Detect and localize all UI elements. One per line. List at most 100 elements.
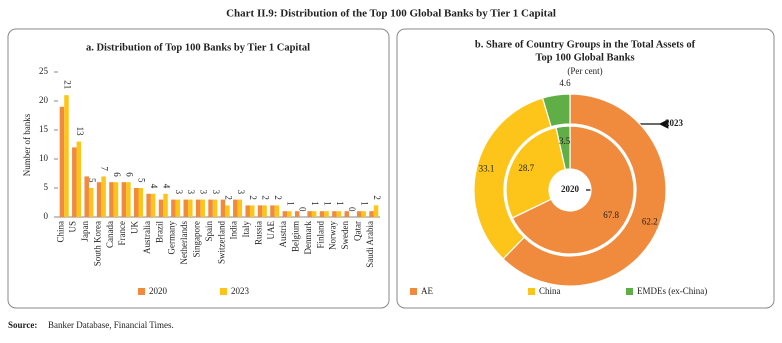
x-tick-label: Japan xyxy=(80,221,90,242)
bar xyxy=(369,211,374,217)
bar xyxy=(295,211,300,217)
bar xyxy=(233,199,238,217)
data-label: 28.7 xyxy=(518,163,534,173)
legend-label: 2023 xyxy=(231,286,250,296)
bar xyxy=(319,211,325,217)
bar xyxy=(59,106,65,217)
data-label: 4 xyxy=(149,184,159,189)
data-label: 3 xyxy=(186,190,196,195)
x-tick-label: Germany xyxy=(167,221,177,255)
data-label: 6 xyxy=(112,172,122,177)
data-label: 1 xyxy=(360,201,370,206)
panel-title: Top 100 Global Banks xyxy=(535,52,634,63)
bar xyxy=(245,205,250,217)
x-tick-label: Italy xyxy=(241,221,251,238)
data-label: 1 xyxy=(335,201,345,206)
bar xyxy=(113,182,119,217)
bar xyxy=(64,95,69,217)
y-tick-label: 15 xyxy=(39,124,49,134)
x-tick-label: France xyxy=(117,221,127,246)
bar xyxy=(150,193,156,217)
data-label: 3.5 xyxy=(559,136,571,146)
x-tick-label: Saudi Arabia xyxy=(365,221,375,268)
bar xyxy=(344,211,350,217)
x-tick-label: Belgium xyxy=(291,221,301,252)
bar xyxy=(212,199,218,217)
x-tick-label: Switzerland xyxy=(216,221,226,264)
bar xyxy=(188,199,193,217)
data-label: 62.2 xyxy=(642,216,658,226)
x-tick-label: Canada xyxy=(105,221,115,248)
data-label: 5 xyxy=(137,178,147,183)
data-label: 0 xyxy=(347,207,357,212)
bar xyxy=(96,182,102,217)
bar xyxy=(101,176,106,217)
bar xyxy=(361,211,366,217)
bar xyxy=(262,205,267,217)
x-tick-label: China xyxy=(55,221,65,243)
x-tick-label: Russia xyxy=(253,221,263,245)
bar xyxy=(373,205,379,217)
x-tick-label: UK xyxy=(130,221,140,234)
bar xyxy=(208,199,213,217)
data-label: 33.1 xyxy=(479,164,495,174)
bar xyxy=(121,182,127,217)
bar xyxy=(158,199,164,217)
donut-segment xyxy=(511,125,635,255)
bar xyxy=(332,211,337,217)
donut-segment xyxy=(502,93,667,287)
data-label: 5 xyxy=(87,178,97,183)
y-tick-label: 10 xyxy=(39,153,49,163)
bar xyxy=(76,141,82,217)
data-label: 13 xyxy=(75,127,85,137)
bar xyxy=(88,188,94,217)
donut-segment xyxy=(541,93,571,128)
data-label: 21 xyxy=(62,80,72,89)
legend-swatch xyxy=(410,288,417,295)
data-label: 2 xyxy=(223,195,233,200)
bar xyxy=(134,188,139,217)
donut-segment xyxy=(505,126,567,219)
ring-label: 2020 xyxy=(561,184,580,194)
data-label: 7 xyxy=(100,166,110,171)
legend-label: AE xyxy=(421,286,433,296)
panel-title: a. Distribution of Top 100 Banks by Tier… xyxy=(86,42,310,53)
source-label: Source: xyxy=(8,320,37,330)
bar xyxy=(84,176,89,217)
bar xyxy=(356,211,362,217)
data-label: 1 xyxy=(285,201,295,206)
bar xyxy=(249,205,255,217)
y-tick-label: 5 xyxy=(44,182,49,192)
bar xyxy=(225,205,230,217)
legend-swatch xyxy=(138,288,145,295)
legend-label: 2020 xyxy=(149,286,168,296)
chart-title: Chart II.9: Distribution of the Top 100 … xyxy=(226,8,556,20)
x-tick-label: India xyxy=(229,221,239,240)
x-tick-label: Finland xyxy=(315,221,325,249)
x-tick-label: Netherlands xyxy=(179,221,189,265)
x-tick-label: Singapore xyxy=(191,221,201,258)
bar xyxy=(282,211,288,217)
data-label: 2 xyxy=(273,195,283,200)
legend-label: EMDEs (ex-China) xyxy=(637,286,707,296)
bar xyxy=(109,182,114,217)
panel-b xyxy=(396,28,775,309)
subtitle: (Per cent) xyxy=(567,66,602,76)
data-label: 1 xyxy=(322,201,332,206)
bar xyxy=(287,211,292,217)
data-label: 2 xyxy=(261,195,271,200)
x-tick-label: Brazil xyxy=(154,221,164,243)
y-tick-label: 20 xyxy=(39,95,49,105)
bar xyxy=(200,199,205,217)
x-tick-label: Austria xyxy=(278,221,288,248)
bar xyxy=(138,188,143,217)
bar xyxy=(183,199,189,217)
bar xyxy=(237,199,243,217)
data-label: 6 xyxy=(124,172,134,177)
x-tick-label: Sweden xyxy=(340,221,350,250)
data-label: 3 xyxy=(236,190,246,195)
x-tick-label: Qatar xyxy=(352,221,362,241)
legend-label: China xyxy=(539,286,561,296)
source: Banker Database, Financial Times. xyxy=(48,320,174,330)
data-label: 3 xyxy=(211,190,221,195)
